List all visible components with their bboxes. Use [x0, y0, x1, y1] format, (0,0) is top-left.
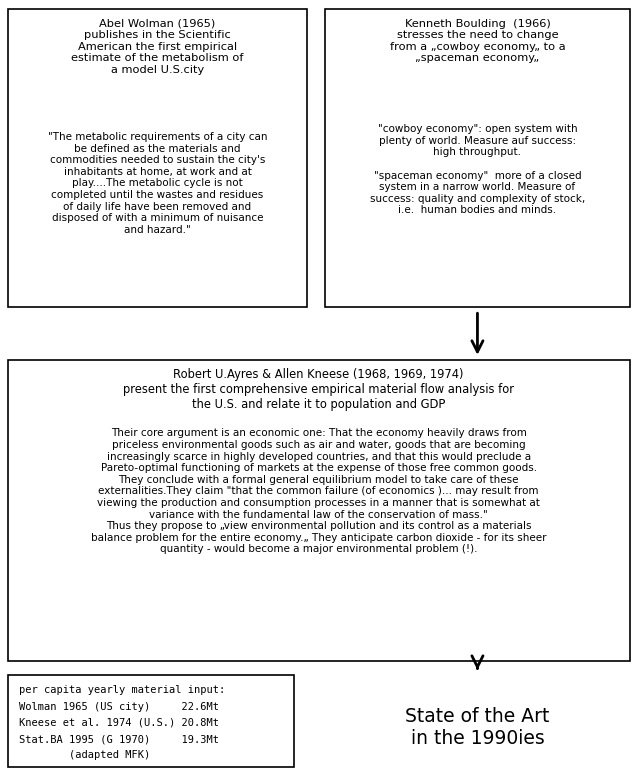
Text: Kenneth Boulding  (1966)
stresses the need to change
from a „cowboy economy„ to : Kenneth Boulding (1966) stresses the nee…: [390, 19, 565, 64]
Text: per capita yearly material input:: per capita yearly material input:: [19, 685, 225, 695]
Text: "cowboy economy": open system with
plenty of world. Measure auf success:
high th: "cowboy economy": open system with plent…: [370, 124, 585, 216]
Text: "The metabolic requirements of a city can
be defined as the materials and
commod: "The metabolic requirements of a city ca…: [48, 132, 267, 234]
Text: State of the Art
in the 1990ies: State of the Art in the 1990ies: [405, 707, 550, 747]
Text: Their core argument is an economic one: That the economy heavily draws from
pric: Their core argument is an economic one: …: [91, 428, 547, 554]
Text: Kneese et al. 1974 (U.S.) 20.8Mt: Kneese et al. 1974 (U.S.) 20.8Mt: [19, 718, 219, 728]
Text: Stat.BA 1995 (G 1970)     19.3Mt: Stat.BA 1995 (G 1970) 19.3Mt: [19, 734, 219, 744]
FancyBboxPatch shape: [325, 9, 630, 307]
FancyBboxPatch shape: [8, 9, 307, 307]
FancyBboxPatch shape: [8, 360, 630, 661]
Text: Robert U.Ayres & Allen Kneese (1968, 1969, 1974)
present the first comprehensive: Robert U.Ayres & Allen Kneese (1968, 196…: [124, 368, 514, 411]
Text: Wolman 1965 (US city)     22.6Mt: Wolman 1965 (US city) 22.6Mt: [19, 702, 219, 712]
Text: Abel Wolman (1965)
publishes in the Scientific
American the first empirical
esti: Abel Wolman (1965) publishes in the Scie…: [71, 19, 244, 75]
Text: (adapted MFK): (adapted MFK): [19, 750, 150, 760]
FancyBboxPatch shape: [8, 675, 294, 767]
